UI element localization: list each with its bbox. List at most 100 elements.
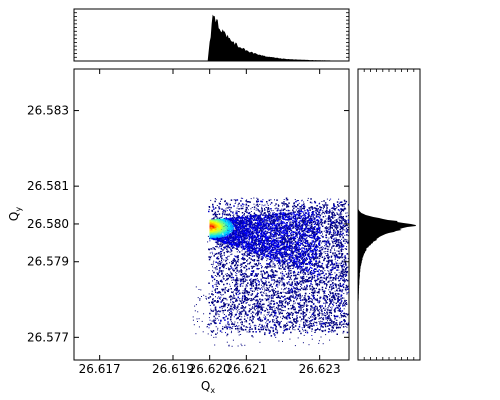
density-point	[243, 253, 245, 255]
density-point	[280, 291, 282, 294]
density-point	[273, 302, 276, 305]
density-point	[320, 309, 323, 311]
density-point	[283, 325, 284, 327]
density-point	[309, 271, 312, 274]
density-point	[342, 216, 344, 218]
density-point	[239, 285, 242, 287]
density-point	[219, 243, 222, 245]
density-point	[273, 226, 275, 228]
density-point	[264, 243, 266, 244]
density-point	[283, 218, 286, 220]
density-point	[225, 273, 227, 275]
density-point	[214, 275, 216, 276]
density-point	[283, 233, 285, 236]
density-point	[298, 222, 300, 224]
density-point	[284, 325, 286, 328]
density-point	[315, 216, 318, 218]
density-point	[337, 221, 339, 223]
density-point	[236, 287, 238, 288]
density-point	[238, 313, 241, 315]
density-point	[255, 331, 257, 333]
density-point	[345, 287, 347, 289]
density-point	[291, 283, 293, 285]
density-point	[249, 308, 251, 309]
density-point	[247, 291, 249, 293]
density-point	[215, 215, 218, 218]
density-point	[320, 206, 323, 209]
density-point	[337, 316, 339, 318]
density-point	[266, 314, 268, 316]
density-point	[257, 292, 259, 294]
density-point	[286, 240, 288, 242]
density-point	[336, 277, 337, 279]
density-point	[270, 299, 272, 301]
density-point	[326, 231, 328, 233]
density-point	[297, 282, 300, 285]
density-point	[310, 280, 312, 283]
density-point	[216, 258, 218, 260]
density-point	[347, 324, 349, 326]
density-point	[334, 209, 336, 211]
density-point	[304, 319, 307, 322]
density-point	[271, 289, 273, 291]
density-point	[253, 222, 255, 224]
density-point	[334, 219, 336, 221]
density-point	[319, 206, 321, 208]
density-point	[338, 239, 340, 241]
density-point	[229, 215, 231, 217]
density-point	[252, 251, 254, 252]
density-point	[346, 279, 349, 282]
density-point	[320, 270, 322, 272]
density-point	[280, 298, 281, 299]
density-point	[316, 230, 318, 232]
density-point	[347, 242, 349, 244]
density-point	[245, 203, 248, 206]
density-point	[335, 326, 338, 329]
density-point	[282, 263, 284, 266]
density-point	[272, 295, 274, 297]
density-point	[306, 331, 309, 334]
density-point	[216, 265, 218, 268]
density-point	[294, 274, 296, 276]
density-point	[342, 249, 344, 251]
density-point	[275, 325, 277, 328]
density-point	[253, 197, 255, 199]
density-point	[243, 318, 246, 320]
density-point	[331, 216, 334, 218]
density-point	[331, 301, 332, 303]
density-point	[261, 208, 263, 210]
density-point	[227, 317, 229, 320]
density-point	[308, 208, 310, 210]
density-point	[337, 277, 339, 279]
density-point	[314, 305, 317, 307]
density-point	[249, 279, 251, 281]
density-point	[310, 221, 313, 224]
density-point	[269, 266, 271, 268]
density-point	[235, 201, 237, 203]
density-point	[236, 307, 238, 309]
density-point	[346, 234, 348, 236]
density-point	[250, 273, 252, 275]
density-point	[247, 293, 250, 296]
density-point	[257, 268, 259, 270]
density-point	[333, 230, 335, 232]
density-point	[343, 303, 345, 304]
density-point	[289, 239, 291, 241]
density-point	[340, 314, 343, 317]
density-point	[261, 275, 264, 277]
density-point	[289, 221, 291, 223]
density-point	[277, 323, 279, 325]
density-point	[269, 258, 271, 260]
density-point	[287, 267, 289, 269]
density-point	[221, 265, 224, 268]
density-point	[344, 202, 347, 205]
density-point	[222, 290, 224, 292]
density-point	[246, 211, 248, 214]
density-point	[325, 257, 326, 259]
density-point	[227, 246, 230, 248]
density-point	[340, 300, 343, 302]
density-point	[329, 225, 332, 227]
density-point	[315, 299, 318, 301]
density-point	[264, 208, 265, 209]
density-point	[347, 225, 348, 227]
